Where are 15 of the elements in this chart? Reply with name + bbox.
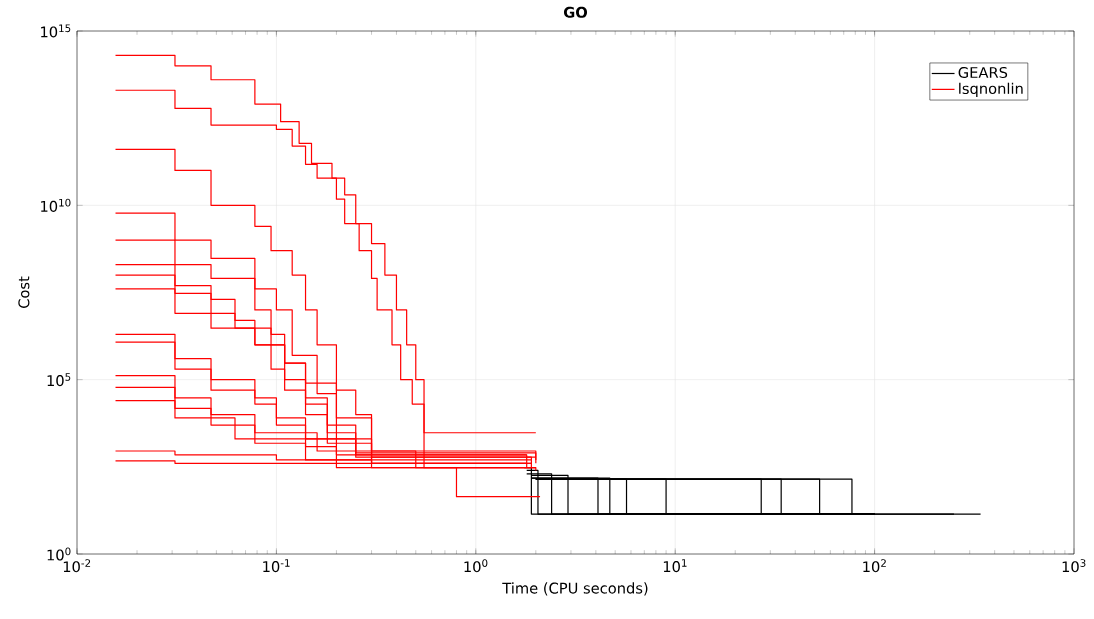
- legend-label: lsqnonlin: [959, 82, 1023, 97]
- y-tick-label: 10$^{15}$: [41, 24, 71, 38]
- chart-title: GO: [563, 6, 588, 18]
- y-axis-title: Cost: [18, 276, 30, 308]
- y-tick-label: 10$^{10}$: [41, 198, 71, 212]
- x-tick-label: 10$^{-2}$: [63, 559, 91, 573]
- x-axis-title: Time (CPU seconds): [502, 582, 648, 596]
- x-tick-label: 10$^{1}$: [663, 559, 687, 573]
- x-tick-label: 10$^{2}$: [863, 559, 886, 573]
- y-tick-label: 10$^{0}$: [47, 547, 71, 561]
- x-tick-label: 10$^{0}$: [464, 559, 488, 573]
- y-tick-label: 10$^{5}$: [47, 373, 71, 387]
- x-tick-label: 10$^{-1}$: [263, 559, 290, 573]
- legend-label: GEARS: [958, 66, 1008, 79]
- x-tick-label: 10$^{3}$: [1062, 559, 1086, 573]
